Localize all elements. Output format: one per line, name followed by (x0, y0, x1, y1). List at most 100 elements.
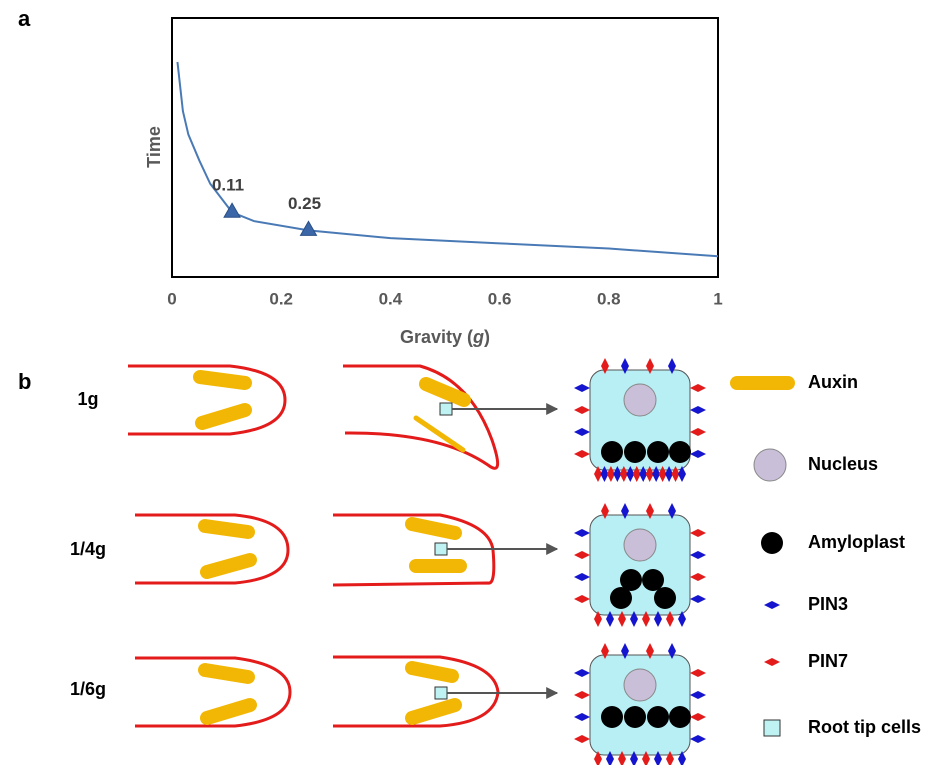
pin (574, 551, 590, 559)
pin (646, 643, 654, 659)
root-tip-cell (434, 686, 448, 700)
auxin (200, 698, 257, 725)
pin (619, 466, 628, 482)
marker (223, 202, 241, 218)
pin (642, 611, 650, 627)
pin (666, 751, 674, 765)
root-tip-cell (439, 402, 453, 416)
panel-label: a (18, 6, 31, 31)
amyloplast (669, 441, 691, 463)
plot-frame (171, 17, 719, 278)
pin (668, 503, 676, 519)
pin (594, 466, 602, 482)
pin (574, 669, 590, 677)
auxin (405, 698, 462, 725)
pin (600, 466, 609, 482)
legend-cell (763, 719, 781, 737)
root-outline (128, 364, 287, 436)
pin (678, 611, 686, 627)
pin (618, 611, 626, 627)
root-outline (343, 364, 500, 470)
pin (574, 406, 590, 414)
pin (646, 503, 654, 519)
pin (678, 751, 686, 765)
pin (666, 611, 674, 627)
pin (574, 713, 590, 721)
pin (645, 466, 654, 482)
pin (594, 751, 602, 765)
pin (630, 611, 638, 627)
annotation: 0.25 (288, 194, 321, 213)
auxin (198, 663, 255, 684)
data-line (176, 61, 719, 258)
pin (665, 466, 674, 482)
pin (613, 466, 622, 482)
root-tip-cell (434, 542, 448, 556)
pin (601, 358, 609, 374)
pin (574, 735, 590, 743)
annotation: 0.11 (212, 176, 244, 195)
pin (574, 573, 590, 581)
nucleus (623, 528, 657, 562)
legend-label: Amyloplast (808, 532, 905, 552)
pin (574, 428, 590, 436)
pin (646, 358, 654, 374)
pin (574, 529, 590, 537)
pin (690, 406, 706, 414)
amyloplast (647, 441, 669, 463)
pin (690, 428, 706, 436)
legend-label: Root tip cells (808, 717, 921, 737)
amyloplast (624, 706, 646, 728)
pin (574, 450, 590, 458)
auxin (195, 403, 252, 430)
pin (621, 503, 629, 519)
amyloplast (642, 569, 664, 591)
auxin (200, 553, 257, 579)
root-outline (135, 656, 292, 728)
legend-nucleus (753, 448, 787, 482)
root-outline (135, 513, 290, 585)
nucleus (623, 383, 657, 417)
amyloplast (624, 441, 646, 463)
pin (606, 751, 614, 765)
pin (690, 713, 706, 721)
panel-label: b (18, 369, 31, 394)
amyloplast (620, 569, 642, 591)
pin (690, 384, 706, 392)
legend-amyloplast (761, 532, 783, 554)
amyloplast (669, 706, 691, 728)
x-tick-label: 0 (167, 289, 176, 308)
auxin (413, 415, 466, 453)
pin (630, 751, 638, 765)
pin (574, 691, 590, 699)
x-tick-label: 1 (713, 289, 722, 308)
x-tick-label: 0.2 (269, 289, 293, 308)
pin (621, 358, 629, 374)
legend-pin7 (764, 658, 780, 666)
pin (690, 595, 706, 603)
y-axis-label: Time (144, 126, 164, 168)
pin (642, 751, 650, 765)
x-tick-label: 0.6 (488, 289, 512, 308)
pin (690, 529, 706, 537)
pin (626, 466, 635, 482)
pin (574, 595, 590, 603)
pin (690, 735, 706, 743)
legend-label: Nucleus (808, 454, 878, 474)
amyloplast (654, 587, 676, 609)
pin (690, 551, 706, 559)
amyloplast (610, 587, 632, 609)
pin (690, 450, 706, 458)
pin (606, 466, 615, 482)
pin (639, 466, 648, 482)
pin (594, 611, 602, 627)
row-label: 1/4g (70, 539, 106, 559)
pin (632, 466, 641, 482)
amyloplast (601, 441, 623, 463)
legend-pin3 (764, 601, 780, 609)
auxin (198, 519, 255, 539)
pin (606, 611, 614, 627)
x-tick-label: 0.4 (379, 289, 403, 308)
x-tick-label: 0.8 (597, 289, 621, 308)
